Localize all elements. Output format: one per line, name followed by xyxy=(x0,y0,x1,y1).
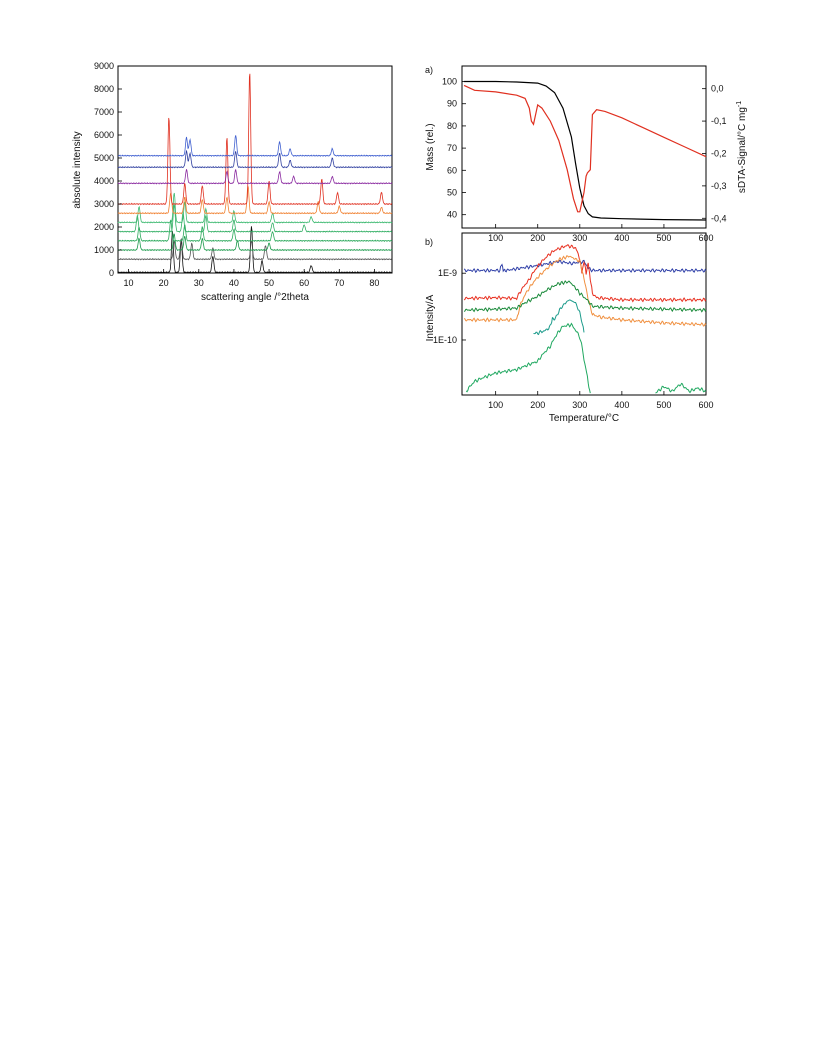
ms-plot-frame xyxy=(461,232,707,396)
ms-series-4 xyxy=(463,280,707,313)
tga-y-tick-label: 90 xyxy=(447,99,457,109)
xrd-y-tick-label: 9000 xyxy=(94,61,114,71)
xrd-y-tick-label: 2000 xyxy=(94,222,114,232)
ms-y-ticks: 1E-9 1E-10 xyxy=(433,268,466,345)
ms-x-tick-label: 400 xyxy=(614,400,629,410)
xrd-y-tick-label: 5000 xyxy=(94,153,114,163)
tga-mass-line xyxy=(464,80,707,221)
xrd-y-tick-label: 4000 xyxy=(94,176,114,186)
xrd-y-axis-label: absolute intensity xyxy=(72,131,83,208)
xrd-chart: 10 20 30 40 50 60 70 80 0 1000 2000 3000 4000 5000 60… xyxy=(72,61,393,303)
tga-y2-tick-label: -0,2 xyxy=(711,148,727,158)
xrd-trace-7 xyxy=(117,185,393,215)
ms-x-tick-label: 600 xyxy=(698,400,713,410)
xrd-y-tick-label: 0 xyxy=(109,268,114,278)
xrd-y-tick-label: 3000 xyxy=(94,199,114,209)
ms-x-tick-label: 300 xyxy=(572,400,587,410)
xrd-trace-6 xyxy=(117,192,393,224)
ms-x-tick-label: 100 xyxy=(488,400,503,410)
tga-sdta-line xyxy=(463,84,707,213)
ms-series-6 xyxy=(465,322,591,394)
xrd-x-tick-label: 60 xyxy=(299,278,309,288)
xrd-x-tick-label: 80 xyxy=(369,278,379,288)
xrd-x-tick-label: 20 xyxy=(159,278,169,288)
xrd-y-tick-label: 8000 xyxy=(94,84,114,94)
tga-y-tick-label: 80 xyxy=(447,121,457,131)
ms-x-tick-label: 200 xyxy=(530,400,545,410)
xrd-trace-8 xyxy=(117,73,393,206)
tga-y2-axis-label-text: sDTA-Signal/°C mg xyxy=(737,107,748,193)
xrd-x-axis-label: scattering angle /°2theta xyxy=(201,292,309,303)
tga-y-tick-label: 40 xyxy=(447,210,457,220)
tga-y2-tick-label: -0,4 xyxy=(711,213,727,223)
xrd-trace-3 xyxy=(117,233,393,252)
tga-y2-axis-label-sup: -1 xyxy=(736,101,743,107)
xrd-trace-4 xyxy=(117,219,393,243)
ms-chart: 100 200 300 400 500 600 1E-9 1E-10 b) Intensit… xyxy=(425,232,714,424)
xrd-x-ticks: 10 20 30 40 50 60 70 80 xyxy=(124,269,379,288)
xrd-y-tick-label: 7000 xyxy=(94,107,114,117)
tga-y2-tick-label: -0,3 xyxy=(711,181,727,191)
xrd-x-tick-label: 50 xyxy=(264,278,274,288)
ms-series-5 xyxy=(533,299,585,336)
tga-y-tick-label: 50 xyxy=(447,187,457,197)
tga-y-axis-label: Mass (rel.) xyxy=(425,123,436,170)
ms-series-2 xyxy=(463,244,707,303)
ms-y-tick-label: 1E-9 xyxy=(438,268,457,278)
tga-y-ticks: 40 50 60 70 80 90 100 xyxy=(442,77,466,220)
xrd-y-tick-label: 6000 xyxy=(94,130,114,140)
xrd-x-tick-label: 10 xyxy=(124,278,134,288)
tga-y-tick-label: 100 xyxy=(442,77,457,87)
tga-y2-tick-label: 0,0 xyxy=(711,84,724,94)
ms-x-ticks: 100 200 300 400 500 600 xyxy=(488,391,714,410)
tga-y2-axis-label: sDTA-Signal/°C mg-1 xyxy=(736,101,748,193)
tga-panel-label: a) xyxy=(425,65,433,75)
ms-x-axis-label: Temperature/°C xyxy=(549,413,619,424)
xrd-x-tick-label: 40 xyxy=(229,278,239,288)
tga-x-tick-label: 100 xyxy=(488,233,503,243)
ms-y-tick-label: 1E-10 xyxy=(433,335,457,345)
xrd-y-ticks: 0 1000 2000 3000 4000 5000 6000 7000 8000 9000 xyxy=(94,61,122,278)
ms-x-tick-label: 500 xyxy=(656,400,671,410)
tga-x-tick-label: 300 xyxy=(572,233,587,243)
ms-series-1 xyxy=(463,259,707,274)
xrd-trace-2 xyxy=(117,237,393,261)
tga-y2-ticks: 0,0 -0,1 -0,2 -0,3 -0,4 xyxy=(702,84,727,223)
ms-series-7 xyxy=(655,382,707,394)
xrd-traces xyxy=(117,73,393,274)
xrd-trace-10 xyxy=(117,150,393,169)
xrd-y-tick-label: 1000 xyxy=(94,245,114,255)
xrd-plot-frame xyxy=(117,65,393,274)
xrd-trace-5 xyxy=(117,204,393,233)
tga-series xyxy=(463,80,707,221)
tga-plot-frame xyxy=(461,65,707,229)
tga-y-tick-label: 60 xyxy=(447,165,457,175)
ms-series-3 xyxy=(463,255,707,327)
ms-panel-label: b) xyxy=(425,237,433,247)
tga-y2-tick-label: -0,1 xyxy=(711,116,727,126)
xrd-x-tick-label: 30 xyxy=(194,278,204,288)
tga-y-tick-label: 70 xyxy=(447,143,457,153)
ms-series xyxy=(463,244,707,394)
xrd-trace-11 xyxy=(118,135,393,158)
ms-y-axis-label: Intensity/A xyxy=(425,294,436,341)
tga-x-tick-label: 200 xyxy=(530,233,545,243)
xrd-x-tick-label: 70 xyxy=(334,278,344,288)
tga-x-tick-label: 500 xyxy=(656,233,671,243)
xrd-trace-9 xyxy=(117,169,393,185)
tga-x-tick-label: 400 xyxy=(614,233,629,243)
